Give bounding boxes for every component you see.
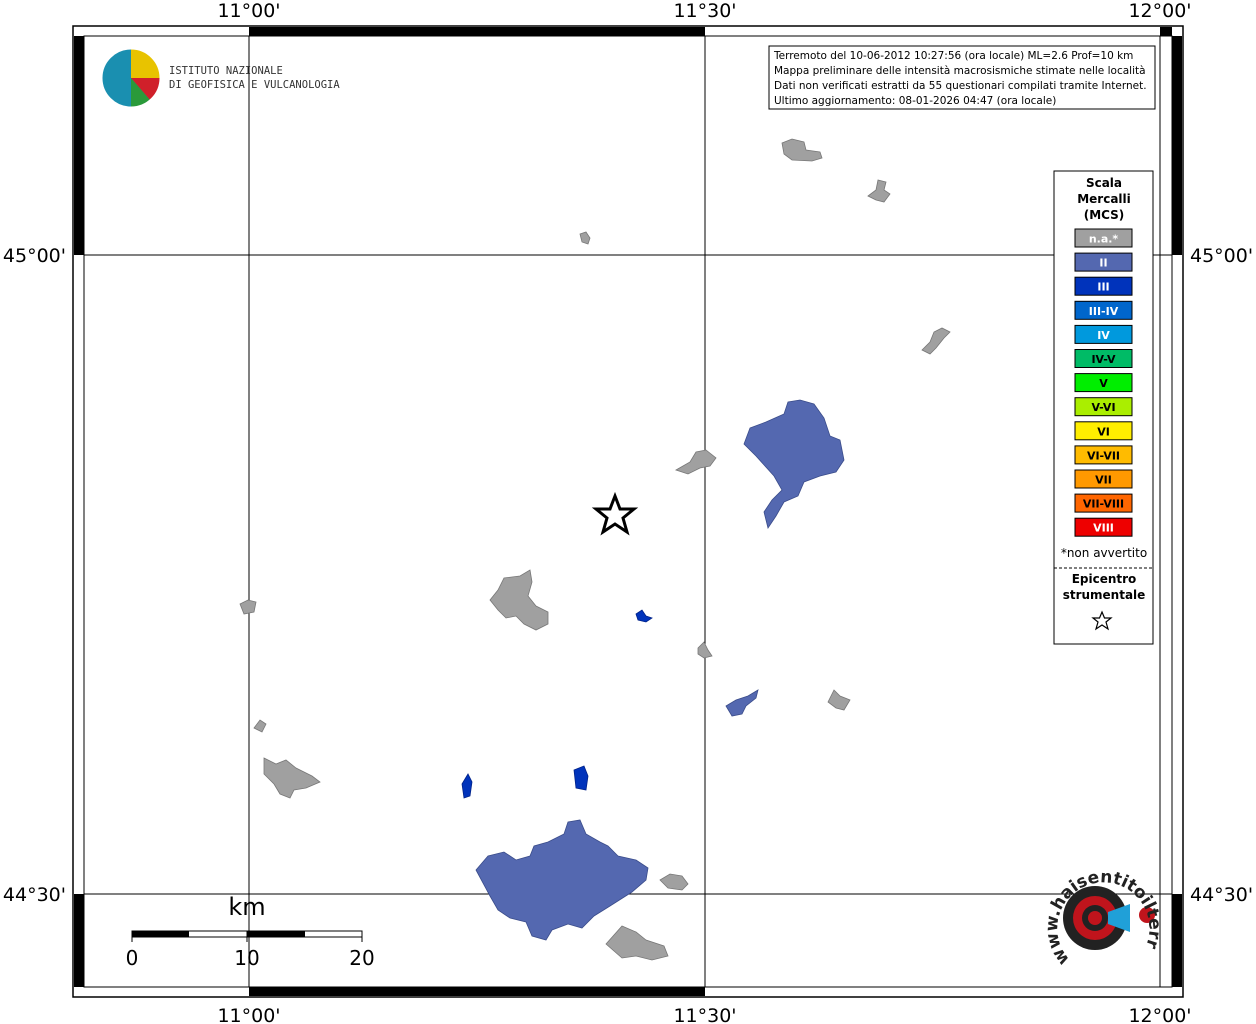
legend-label: IV	[1097, 329, 1110, 342]
lon-label: 11°00'	[217, 1005, 280, 1024]
legend-label: V	[1099, 377, 1108, 390]
logo-text: DI GEOFISICA E VULCANOLOGIA	[169, 79, 340, 91]
info-line: Mappa preliminare delle intensità macros…	[774, 65, 1146, 77]
legend-swatch	[1074, 373, 1133, 393]
legend-swatch	[1074, 421, 1133, 441]
scale-bar: km 0 10 20	[126, 893, 375, 970]
legend-label: VI	[1097, 425, 1110, 438]
towns	[239, 138, 951, 961]
legend-swatch	[1074, 349, 1133, 368]
ingv-logo: ISTITUTO NAZIONALE DI GEOFISICA E VULCAN…	[101, 48, 340, 108]
scale-label: 10	[234, 946, 259, 970]
legend-swatch	[1074, 324, 1133, 344]
legend-label: III-IV	[1089, 305, 1119, 318]
info-line: Dati non verificati estratti da 55 quest…	[774, 80, 1147, 92]
legend-label: V-VI	[1091, 401, 1115, 414]
lon-label: 12°00'	[1128, 1005, 1191, 1024]
legend-label: n.a.*	[1089, 233, 1119, 246]
legend-epicenter: strumentale	[1063, 588, 1146, 602]
legend-swatch	[1074, 493, 1133, 513]
epicenter-star	[591, 491, 639, 536]
legend-swatch	[1074, 276, 1133, 296]
legend-swatch	[1074, 252, 1133, 272]
legend-label: VII	[1095, 474, 1112, 487]
legend-label: VIII	[1093, 522, 1114, 535]
legend-label: VI-VII	[1087, 449, 1120, 462]
legend-swatch	[1074, 469, 1133, 489]
legend-title: Mercalli	[1077, 192, 1131, 206]
legend-label: III	[1097, 281, 1109, 294]
lat-label: 44°30'	[1190, 884, 1253, 906]
coordinate-labels: 11°00' 11°30' 12°00' 11°00' 11°30' 12°00…	[3, 0, 1253, 1024]
scale-unit: km	[228, 893, 265, 921]
info-box: Terremoto del 10-06-2012 10:27:56 (ora l…	[768, 45, 1156, 110]
legend: Scala Mercalli (MCS) *non avvertito Epic…	[1053, 170, 1154, 645]
legend-epicenter: Epicentro	[1072, 572, 1137, 586]
legend-swatch	[1074, 300, 1133, 320]
legend-star	[1091, 610, 1113, 631]
info-line: Terremoto del 10-06-2012 10:27:56 (ora l…	[773, 50, 1133, 62]
legend-label: VII-VIII	[1083, 498, 1124, 511]
info-line: Ultimo aggiornamento: 08-01-2026 04:47 (…	[774, 95, 1056, 107]
legend-swatch	[1074, 445, 1133, 465]
scale-label: 0	[126, 946, 139, 970]
legend-label: II	[1099, 257, 1107, 270]
legend-swatch	[1074, 228, 1133, 248]
border-bars	[74, 27, 1182, 996]
legend-title: (MCS)	[1084, 208, 1125, 222]
legend-swatch	[1074, 397, 1133, 417]
lat-label: 45°00'	[1190, 245, 1253, 267]
lon-label: 12°00'	[1128, 0, 1191, 22]
legend-title: Scala	[1086, 176, 1122, 190]
lat-label: 45°00'	[3, 245, 66, 267]
legend-label: IV-V	[1091, 353, 1116, 366]
lon-label: 11°30'	[673, 0, 736, 22]
lat-label: 44°30'	[3, 884, 66, 906]
logo-text: ISTITUTO NAZIONALE	[169, 65, 283, 77]
lon-label: 11°30'	[673, 1005, 736, 1024]
legend-swatch	[1074, 517, 1133, 537]
lon-label: 11°00'	[217, 0, 280, 22]
legend-note: *non avvertito	[1061, 546, 1147, 560]
scale-label: 20	[349, 946, 374, 970]
